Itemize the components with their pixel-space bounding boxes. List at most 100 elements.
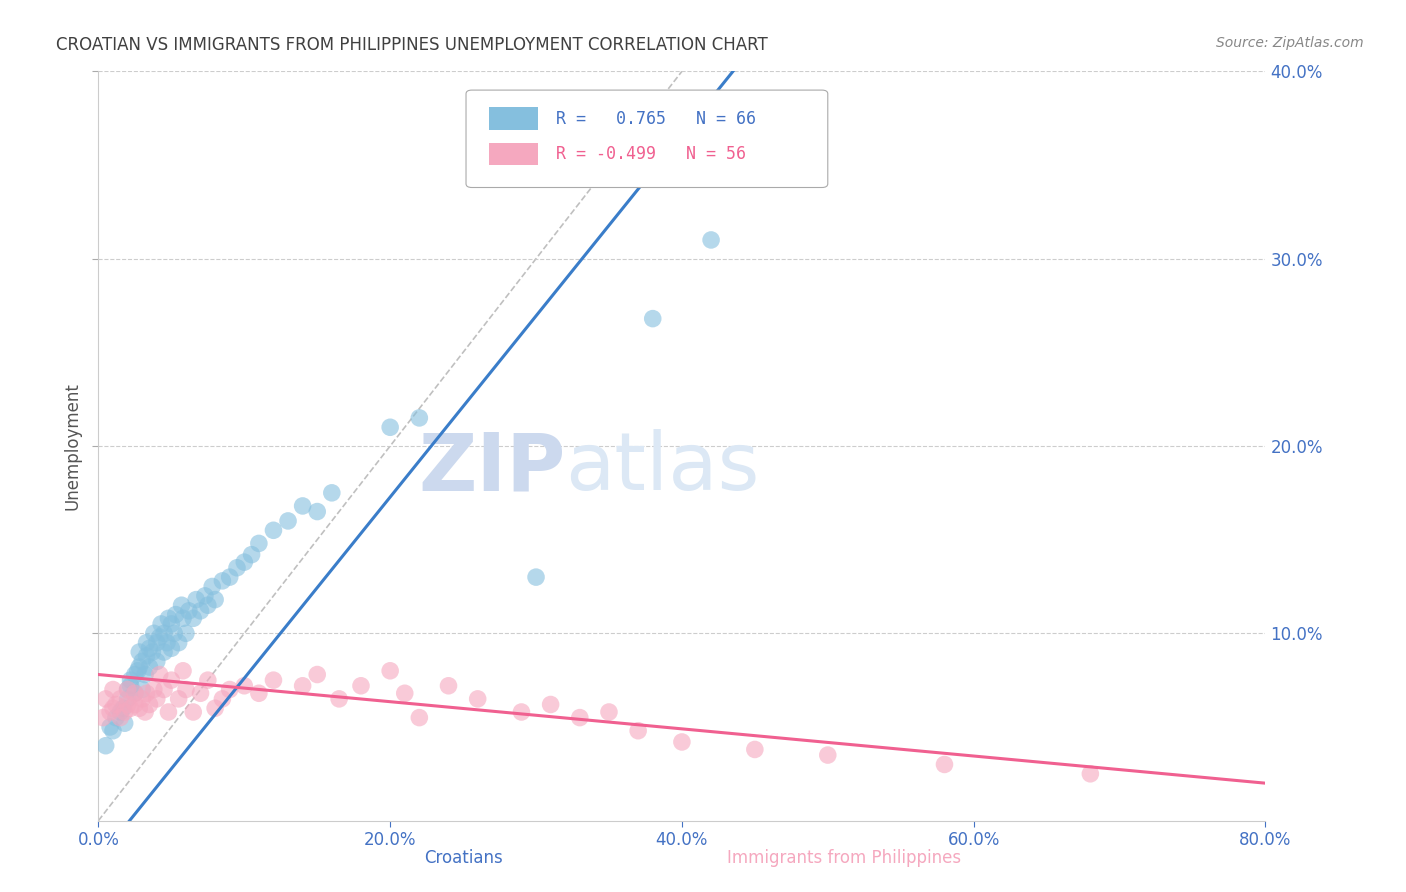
Point xyxy=(380,420,402,434)
Point xyxy=(114,705,136,719)
Point xyxy=(120,701,142,715)
Point xyxy=(128,660,150,674)
Point xyxy=(160,673,183,688)
Point xyxy=(181,705,204,719)
Point xyxy=(157,705,180,719)
Point xyxy=(91,710,114,724)
Point xyxy=(247,686,270,700)
Point xyxy=(233,679,256,693)
Point xyxy=(124,686,146,700)
Text: Source: ZipAtlas.com: Source: ZipAtlas.com xyxy=(1216,36,1364,50)
Point xyxy=(160,617,183,632)
Point xyxy=(218,682,240,697)
Text: R =   0.765   N = 66: R = 0.765 N = 66 xyxy=(555,110,756,128)
Bar xyxy=(489,107,538,130)
Point xyxy=(641,311,664,326)
Point xyxy=(110,692,132,706)
Point xyxy=(110,710,132,724)
Point xyxy=(94,739,117,753)
Point xyxy=(671,735,693,749)
Point xyxy=(226,561,249,575)
Point xyxy=(408,710,430,724)
Point xyxy=(321,486,343,500)
Point xyxy=(131,692,153,706)
Point xyxy=(408,411,430,425)
Point xyxy=(146,692,169,706)
Point xyxy=(153,645,176,659)
Point xyxy=(174,682,197,697)
Point xyxy=(138,698,160,712)
Point xyxy=(117,682,139,697)
Point xyxy=(120,679,142,693)
Point xyxy=(150,617,173,632)
Point xyxy=(160,641,183,656)
Point xyxy=(98,705,121,719)
Point xyxy=(128,701,150,715)
Text: Croatians: Croatians xyxy=(425,849,503,867)
Point xyxy=(172,611,194,625)
Point xyxy=(167,635,190,649)
Point xyxy=(277,514,299,528)
Point xyxy=(131,682,153,697)
Point xyxy=(146,635,169,649)
Point xyxy=(627,723,650,738)
Point xyxy=(124,686,146,700)
Point xyxy=(437,679,460,693)
Point xyxy=(467,692,489,706)
Point xyxy=(524,570,547,584)
Point xyxy=(117,692,139,706)
Point xyxy=(157,611,180,625)
Point xyxy=(350,679,373,693)
Point xyxy=(194,589,217,603)
Point xyxy=(149,667,172,681)
Text: Immigrants from Philippines: Immigrants from Philippines xyxy=(727,849,960,867)
Point xyxy=(262,524,284,538)
Point xyxy=(101,701,124,715)
Point xyxy=(98,720,121,734)
Point xyxy=(172,664,194,678)
Point xyxy=(110,705,132,719)
Point xyxy=(291,499,314,513)
Point xyxy=(186,592,208,607)
Point xyxy=(112,701,135,715)
Point xyxy=(211,574,233,588)
Point xyxy=(190,604,212,618)
Point xyxy=(307,505,329,519)
Point xyxy=(291,679,314,693)
FancyBboxPatch shape xyxy=(465,90,828,187)
Point xyxy=(124,698,146,712)
Point xyxy=(153,626,176,640)
Point xyxy=(156,635,179,649)
Point xyxy=(197,599,219,613)
Point xyxy=(142,682,165,697)
Point xyxy=(233,555,256,569)
Point xyxy=(307,667,329,681)
Point xyxy=(124,667,146,681)
Point xyxy=(134,705,156,719)
Point xyxy=(540,139,562,153)
Point xyxy=(101,682,124,697)
Point xyxy=(934,757,956,772)
Point xyxy=(167,692,190,706)
Point xyxy=(165,607,187,622)
Point xyxy=(104,710,127,724)
Point xyxy=(247,536,270,550)
Point xyxy=(141,645,163,659)
Point xyxy=(128,645,150,659)
Point xyxy=(163,626,186,640)
Point xyxy=(744,742,766,756)
Point xyxy=(262,673,284,688)
Point xyxy=(174,626,197,640)
Point xyxy=(190,686,212,700)
Point xyxy=(94,692,117,706)
Point xyxy=(153,682,176,697)
Point xyxy=(700,233,723,247)
Point xyxy=(598,705,620,719)
Point xyxy=(138,641,160,656)
Point xyxy=(134,667,156,681)
Point xyxy=(394,686,416,700)
Point xyxy=(117,682,139,697)
Point xyxy=(510,705,533,719)
Point xyxy=(218,570,240,584)
Point xyxy=(568,710,591,724)
